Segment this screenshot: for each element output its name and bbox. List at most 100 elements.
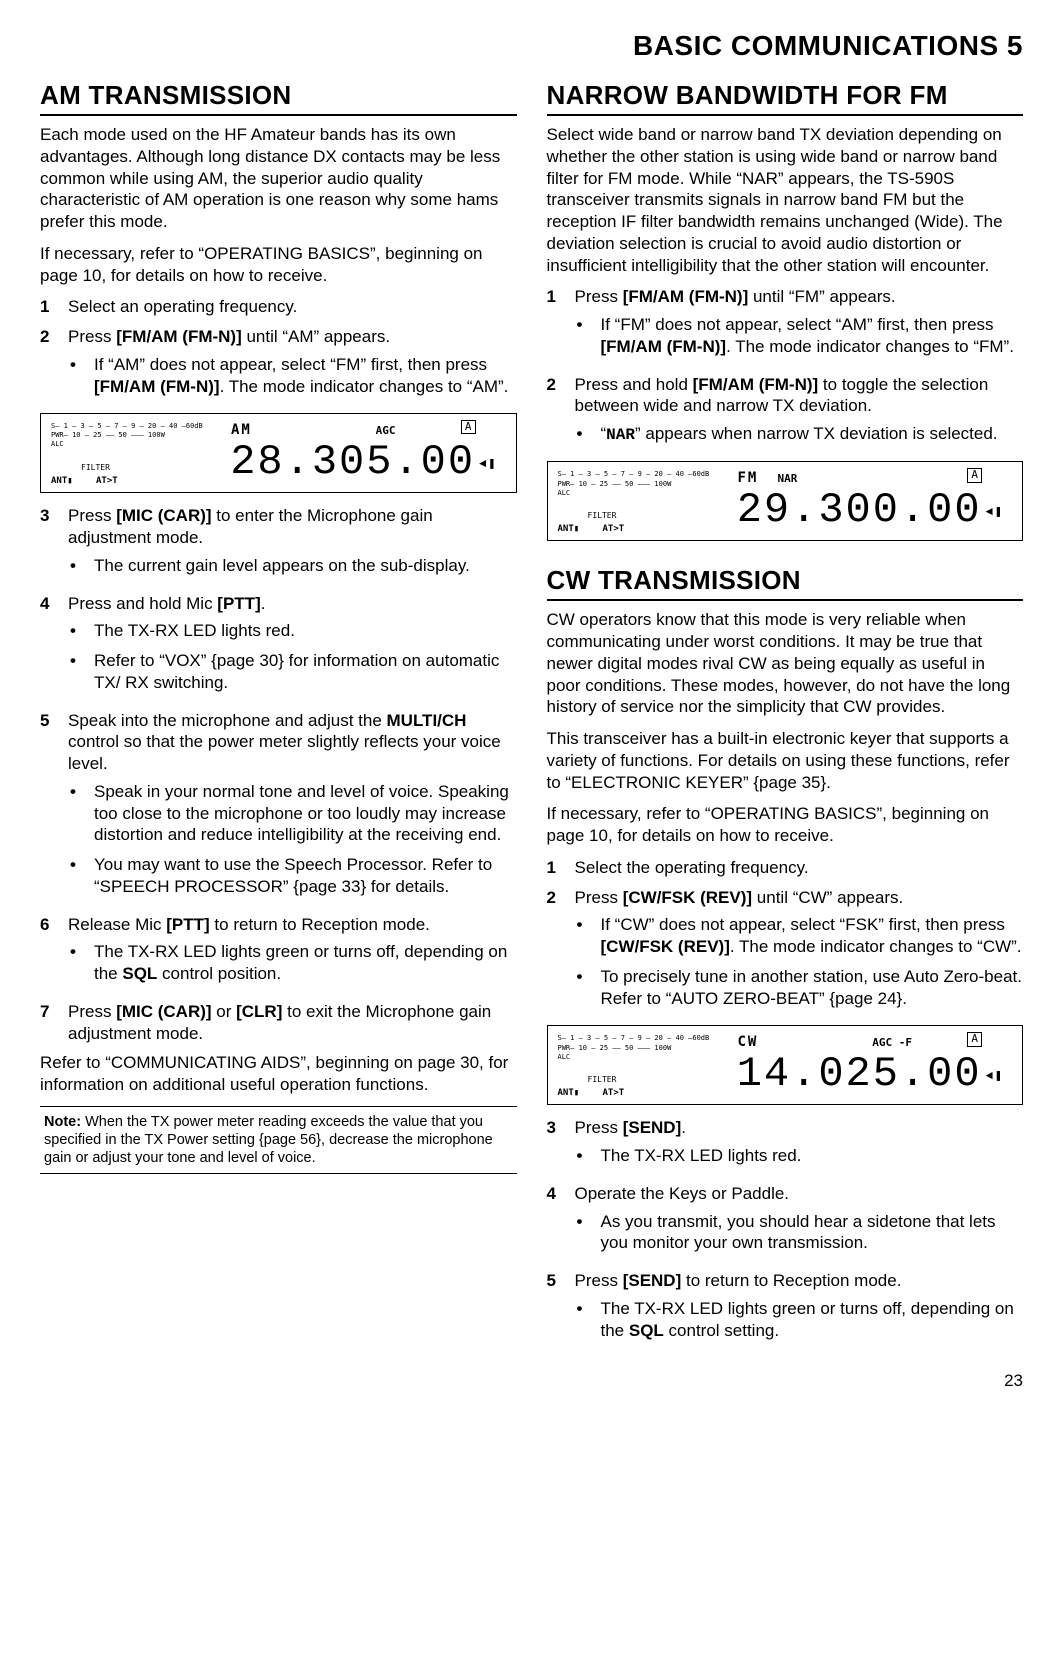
rx-icon: ◄❚ xyxy=(986,504,1004,519)
key-label: [FM/AM (FM-N)] xyxy=(623,287,749,306)
cw-intro-1: CW operators know that this mode is very… xyxy=(547,609,1024,718)
step-num: 3 xyxy=(40,505,56,584)
key-label: [FM/AM (FM-N)] xyxy=(94,377,220,396)
bullet-text: Speak in your normal tone and level of v… xyxy=(94,781,517,846)
agc-indicator: AGC xyxy=(376,424,396,437)
text: . xyxy=(261,594,266,613)
bullet-text: If “FM” does not appear, select “AM” fir… xyxy=(601,314,1024,358)
ant-label: ANT▮ xyxy=(51,476,73,486)
bullet-text: The TX-RX LED lights green or turns off,… xyxy=(601,1298,1024,1342)
am-step-5: Speak into the microphone and adjust the… xyxy=(68,710,517,906)
bullet-text: The TX-RX LED lights red. xyxy=(94,620,295,642)
control-label: SQL xyxy=(629,1321,664,1340)
frequency-readout: 28.305.00◄❚ xyxy=(230,438,497,486)
lcd-display-fm: S— 1 — 3 — 5 — 7 — 9 — 20 — 40 —60dBPWR—… xyxy=(547,461,1024,541)
freq-digits: 14.025.00 xyxy=(737,1050,982,1098)
mode-indicator: FM xyxy=(738,470,759,486)
key-label: [FM/AM (FM-N)] xyxy=(693,375,819,394)
nar-step-1: Press [FM/AM (FM-N)] until “FM” appears.… xyxy=(575,286,1024,365)
am-intro-1: Each mode used on the HF Amateur bands h… xyxy=(40,124,517,233)
nar-heading: NARROW BANDWIDTH FOR FM xyxy=(547,80,1024,116)
note-text: When the TX power meter reading exceeds … xyxy=(44,1114,493,1166)
cw-intro-2: This transceiver has a built-in electron… xyxy=(547,728,1024,793)
text: Press xyxy=(575,1271,623,1290)
page-number: 23 xyxy=(40,1371,1023,1391)
text: Operate the Keys or Paddle. xyxy=(575,1184,790,1203)
page-header: BASIC COMMUNICATIONS 5 xyxy=(40,30,1023,62)
text: Press xyxy=(575,888,623,907)
text: . xyxy=(681,1118,686,1137)
am-intro-2: If necessary, refer to “OPERATING BASICS… xyxy=(40,243,517,287)
cw-steps-cont: 3 Press [SEND]. The TX-RX LED lights red… xyxy=(547,1117,1024,1349)
step-num: 4 xyxy=(40,593,56,702)
nar-step-2: Press and hold [FM/AM (FM-N)] to toggle … xyxy=(575,374,1024,454)
a-icon: A xyxy=(967,468,982,482)
text: to return to Reception mode. xyxy=(210,915,430,934)
step-num: 7 xyxy=(40,1001,56,1045)
frequency-readout: 29.300.00 ◄❚ xyxy=(737,486,1004,534)
mode-indicator: AM xyxy=(231,422,252,438)
nar-steps: 1 Press [FM/AM (FM-N)] until “FM” appear… xyxy=(547,286,1024,453)
cw-intro-3: If necessary, refer to “OPERATING BASICS… xyxy=(547,803,1024,847)
control-label: SQL xyxy=(122,964,157,983)
key-label: [PTT] xyxy=(166,915,209,934)
att-label: AT>T xyxy=(603,524,625,534)
bullet-text: To precisely tune in another station, us… xyxy=(601,966,1024,1010)
text: If “CW” does not appear, select “FSK” fi… xyxy=(601,915,1005,934)
s-meter: S— 1 — 3 — 5 — 7 — 9 — 20 — 40 —60dBPWR—… xyxy=(558,470,710,497)
key-label: [PTT] xyxy=(217,594,260,613)
freq-digits: 29.300.00 xyxy=(737,486,982,534)
text: control position. xyxy=(157,964,281,983)
bullet-text: Refer to “VOX” {page 30} for information… xyxy=(94,650,517,694)
frequency-readout: 14.025.00◄❚ xyxy=(737,1050,1004,1098)
freq-digits: 28.305.00 xyxy=(230,438,475,486)
text: Press xyxy=(68,327,116,346)
text: ” appears when narrow TX deviation is se… xyxy=(635,424,998,443)
text: Speak into the microphone and adjust the xyxy=(68,711,387,730)
key-label: [CW/FSK (REV)] xyxy=(601,937,730,956)
note-box: Note: When the TX power meter reading ex… xyxy=(40,1106,517,1174)
key-label: [FM/AM (FM-N)] xyxy=(601,337,727,356)
step-num: 5 xyxy=(40,710,56,906)
text: Press and hold Mic xyxy=(68,594,217,613)
text: If “AM” does not appear, select “FM” fir… xyxy=(94,355,487,374)
bullet-text: The TX-RX LED lights green or turns off,… xyxy=(94,941,517,985)
a-icon: A xyxy=(967,1032,982,1046)
am-steps-cont: 3 Press [MIC (CAR)] to enter the Microph… xyxy=(40,505,517,1044)
am-step-7: Press [MIC (CAR)] or [CLR] to exit the M… xyxy=(68,1001,517,1045)
key-label: [CLR] xyxy=(236,1002,282,1021)
filter-label: FILTER xyxy=(588,511,617,520)
s-meter: S— 1 — 3 — 5 — 7 — 9 — 20 — 40 —60dBPWR—… xyxy=(51,422,203,449)
text: control so that the power meter slightly… xyxy=(68,732,501,773)
step-num: 6 xyxy=(40,914,56,993)
left-column: AM TRANSMISSION Each mode used on the HF… xyxy=(40,80,517,1357)
text: If “FM” does not appear, select “AM” fir… xyxy=(601,315,994,334)
text: Press and hold xyxy=(575,375,693,394)
am-steps: 1 Select an operating frequency. 2 Press… xyxy=(40,296,517,405)
key-label: [CW/FSK (REV)] xyxy=(623,888,752,907)
nar-intro: Select wide band or narrow band TX devia… xyxy=(547,124,1024,276)
note-label: Note: xyxy=(44,1114,81,1130)
text: or xyxy=(212,1002,237,1021)
am-step-4: Press and hold Mic [PTT]. The TX-RX LED … xyxy=(68,593,517,702)
bullet-text: If “CW” does not appear, select “FSK” fi… xyxy=(601,914,1024,958)
cw-heading: CW TRANSMISSION xyxy=(547,565,1024,601)
am-step-1: Select an operating frequency. xyxy=(68,296,517,318)
text: . The mode indicator changes to “CW”. xyxy=(730,937,1022,956)
text: until “CW” appears. xyxy=(752,888,903,907)
bullet-text: You may want to use the Speech Processor… xyxy=(94,854,517,898)
key-label: [MIC (CAR)] xyxy=(116,506,211,525)
am-step-2: Press [FM/AM (FM-N)] until “AM” appears.… xyxy=(68,326,517,405)
text: until “FM” appears. xyxy=(748,287,895,306)
key-label: [SEND] xyxy=(623,1271,682,1290)
cw-steps: 1 Select the operating frequency. 2 Pres… xyxy=(547,857,1024,1018)
cw-step-5: Press [SEND] to return to Reception mode… xyxy=(575,1270,1024,1349)
am-outro: Refer to “COMMUNICATING AIDS”, beginning… xyxy=(40,1052,517,1096)
text: Press xyxy=(575,287,623,306)
control-label: MULTI/CH xyxy=(387,711,467,730)
text: to return to Reception mode. xyxy=(681,1271,901,1290)
att-label: AT>T xyxy=(96,476,118,486)
step-num: 1 xyxy=(547,857,563,879)
ant-label: ANT▮ xyxy=(558,1088,580,1098)
filter-label: FILTER xyxy=(81,463,110,472)
